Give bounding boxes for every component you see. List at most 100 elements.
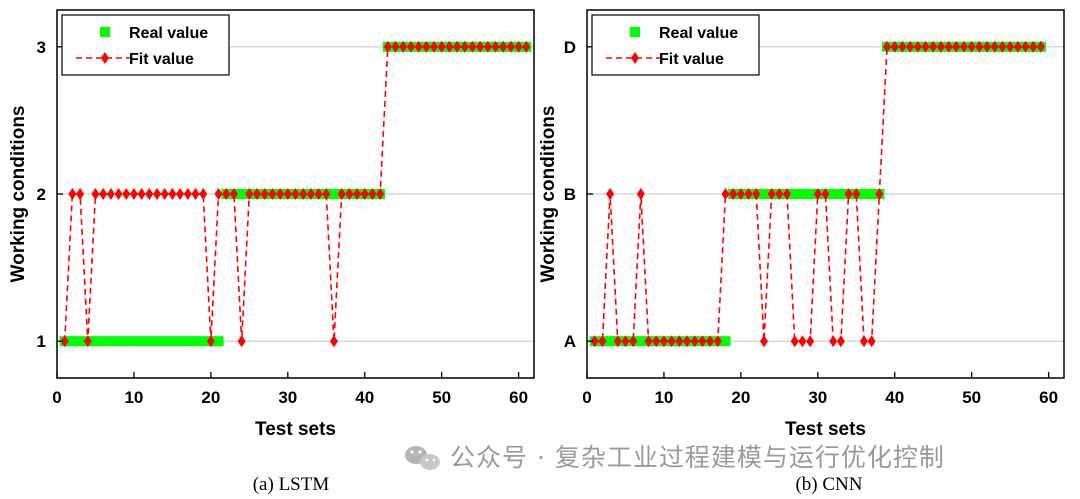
legend-fit-marker [101, 52, 109, 64]
fit-point-39 [360, 188, 369, 200]
x-tick-label-1: 10 [124, 388, 143, 407]
caption-lstm: (a) LSTM [253, 474, 330, 495]
fit-point-12 [153, 188, 162, 200]
fit-point-9 [659, 335, 668, 348]
x-tick-label-6: 60 [509, 388, 528, 407]
fit-point-31 [829, 335, 838, 348]
fit-point-36 [337, 188, 346, 200]
wechat-icon [405, 446, 440, 470]
fit-point-41 [906, 40, 915, 53]
x-tick-label-4: 40 [355, 388, 374, 407]
legend-box [61, 14, 230, 76]
fit-point-52 [990, 40, 999, 53]
fit-point-13 [690, 335, 699, 348]
real-point-10 [136, 336, 147, 347]
fit-point-42 [913, 40, 922, 53]
real-point-5 [98, 336, 109, 347]
fit-point-41 [376, 188, 385, 200]
real-point-6 [105, 336, 116, 347]
x-tick-label-4: 40 [885, 388, 904, 407]
fit-point-45 [406, 40, 415, 53]
real-point-16 [182, 336, 193, 347]
fit-point-55 [483, 40, 492, 53]
fit-point-33 [844, 188, 853, 200]
fit-point-15 [706, 335, 715, 348]
fit-point-29 [283, 188, 292, 200]
series-fit-value [60, 40, 531, 348]
fit-point-25 [253, 188, 262, 200]
fit-point-34 [322, 188, 331, 200]
x-axis-label: Test sets [255, 419, 336, 440]
fit-point-19 [206, 335, 215, 348]
y-tick-label-0: A [564, 332, 576, 351]
x-tick-label-6: 60 [1039, 388, 1058, 407]
fit-point-0 [590, 335, 599, 348]
fit-point-3 [613, 335, 622, 348]
real-point-17 [190, 336, 201, 347]
legend-fit-marker [631, 52, 639, 64]
fit-point-51 [453, 40, 462, 53]
fit-point-15 [176, 188, 185, 200]
legend-fit-label: Fit value [129, 51, 194, 68]
y-tick-label-2: D [564, 38, 576, 57]
real-point-26 [789, 189, 800, 199]
fit-point-19 [736, 188, 745, 200]
fit-point-46 [944, 40, 953, 53]
fit-point-44 [929, 40, 938, 53]
fit-point-11 [675, 335, 684, 348]
fit-point-47 [422, 40, 431, 53]
real-point-35 [328, 189, 339, 199]
fit-point-44 [399, 40, 408, 53]
fit-point-7 [644, 335, 653, 348]
watermark: 公众号 · 复杂工业过程建模与运行优化控制 [405, 443, 944, 472]
fit-point-47 [952, 40, 961, 53]
fit-point-8 [122, 188, 131, 200]
fit-point-27 [268, 188, 277, 200]
legend-fit-label: Fit value [659, 51, 724, 68]
fit-point-43 [391, 40, 400, 53]
fit-point-28 [806, 335, 815, 348]
real-point-15 [175, 336, 186, 347]
fit-point-21 [752, 188, 761, 200]
fit-point-58 [506, 40, 515, 53]
legend: Real value Fit value [591, 14, 760, 76]
fit-point-1 [68, 188, 77, 200]
fit-point-42 [383, 40, 392, 53]
fit-point-4 [91, 188, 100, 200]
fit-point-10 [667, 335, 676, 348]
x-tick-label-3: 30 [808, 388, 827, 407]
fit-point-39 [890, 40, 899, 53]
fit-point-53 [998, 40, 1007, 53]
fit-point-54 [476, 40, 485, 53]
fit-point-49 [967, 40, 976, 53]
fit-point-54 [1006, 40, 1015, 53]
fit-point-32 [836, 335, 845, 348]
fit-point-14 [168, 188, 177, 200]
fit-point-36 [867, 335, 876, 348]
real-point-12 [152, 336, 163, 347]
x-tick-label-0: 0 [582, 388, 591, 407]
fit-point-48 [959, 40, 968, 53]
x-tick-label-2: 20 [201, 388, 220, 407]
fit-point-5 [629, 335, 638, 348]
fit-point-50 [975, 40, 984, 53]
fit-point-17 [191, 188, 200, 200]
real-point-6 [635, 336, 646, 347]
fit-point-22 [229, 188, 238, 200]
fit-point-0 [60, 335, 69, 348]
real-point-7 [113, 336, 124, 347]
real-point-17 [720, 336, 731, 347]
fit-point-16 [713, 335, 722, 348]
x-tick-label-0: 0 [52, 388, 61, 407]
fit-point-11 [145, 188, 154, 200]
real-point-28 [805, 189, 816, 199]
fit-point-52 [460, 40, 469, 53]
fit-point-59 [514, 40, 523, 53]
fit-point-37 [345, 188, 354, 200]
legend-real-marker [100, 27, 110, 37]
fit-point-13 [160, 188, 169, 200]
fit-point-38 [353, 188, 362, 200]
legend-real-label: Real value [659, 25, 738, 42]
fit-point-24 [245, 188, 254, 200]
